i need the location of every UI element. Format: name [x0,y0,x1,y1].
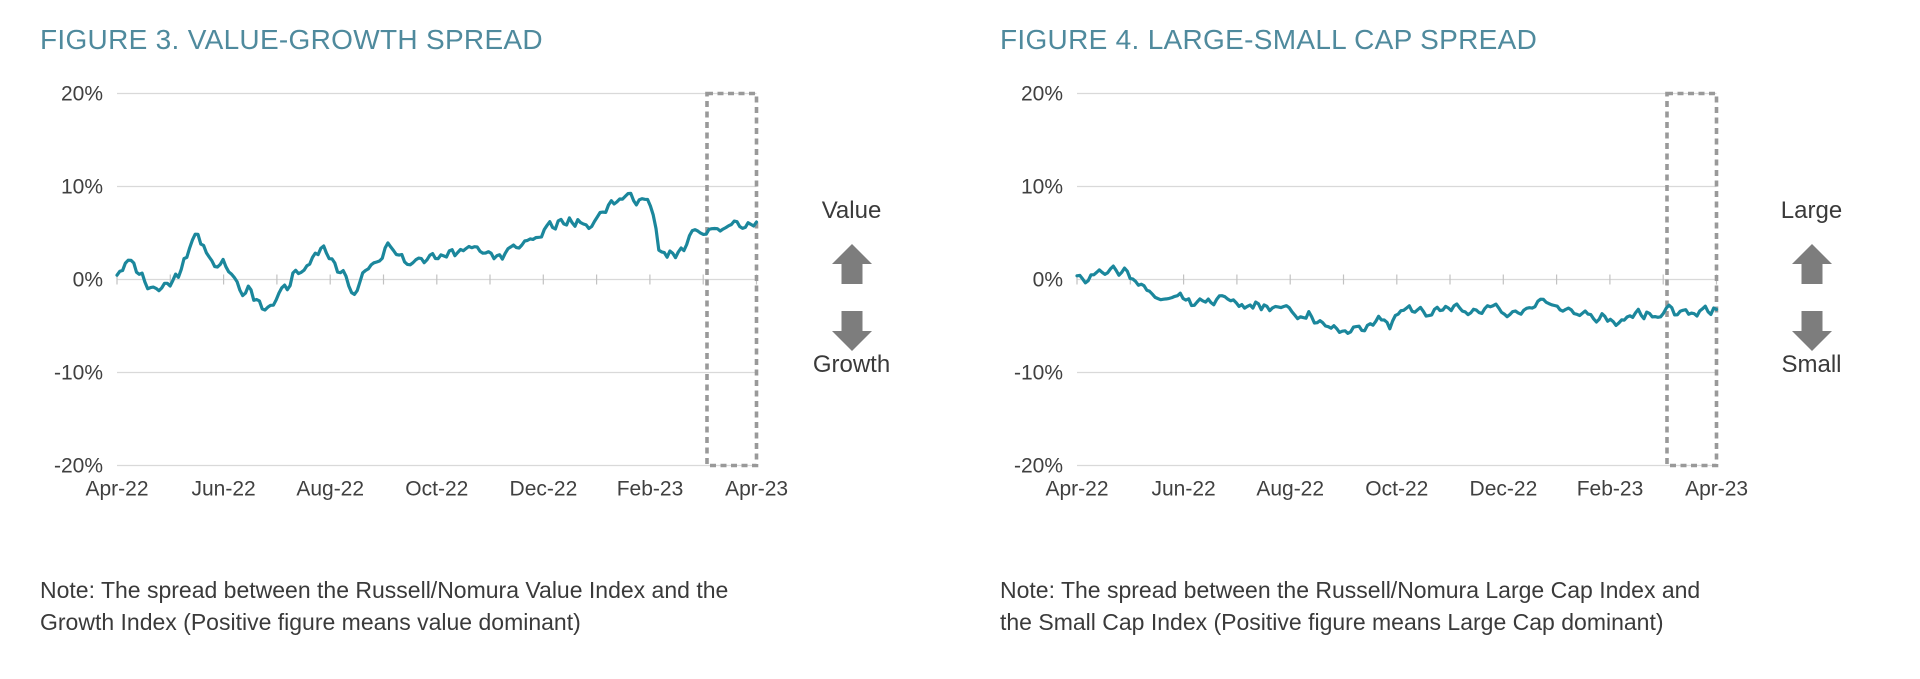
svg-text:10%: 10% [1021,176,1063,199]
svg-text:0%: 0% [73,269,103,292]
svg-text:Apr-23: Apr-23 [725,478,788,501]
svg-text:Apr-22: Apr-22 [1045,478,1108,501]
svg-text:-10%: -10% [54,362,103,385]
svg-text:10%: 10% [61,176,103,199]
svg-text:Feb-23: Feb-23 [617,478,684,501]
svg-text:Dec-22: Dec-22 [510,478,578,501]
svg-text:Aug-22: Aug-22 [296,478,364,501]
svg-text:-20%: -20% [54,455,103,478]
svg-text:Dec-22: Dec-22 [1470,478,1538,501]
svg-text:Oct-22: Oct-22 [1365,478,1428,501]
svg-text:-20%: -20% [1014,455,1063,478]
svg-text:Apr-22: Apr-22 [85,478,148,501]
svg-text:Jun-22: Jun-22 [1151,478,1215,501]
svg-text:Aug-22: Aug-22 [1256,478,1324,501]
svg-text:0%: 0% [1033,269,1063,292]
svg-text:Apr-23: Apr-23 [1685,478,1748,501]
svg-text:Feb-23: Feb-23 [1577,478,1644,501]
svg-text:20%: 20% [1021,83,1063,106]
svg-text:-10%: -10% [1014,362,1063,385]
svg-text:Oct-22: Oct-22 [405,478,468,501]
svg-text:20%: 20% [61,83,103,106]
svg-text:Jun-22: Jun-22 [191,478,255,501]
